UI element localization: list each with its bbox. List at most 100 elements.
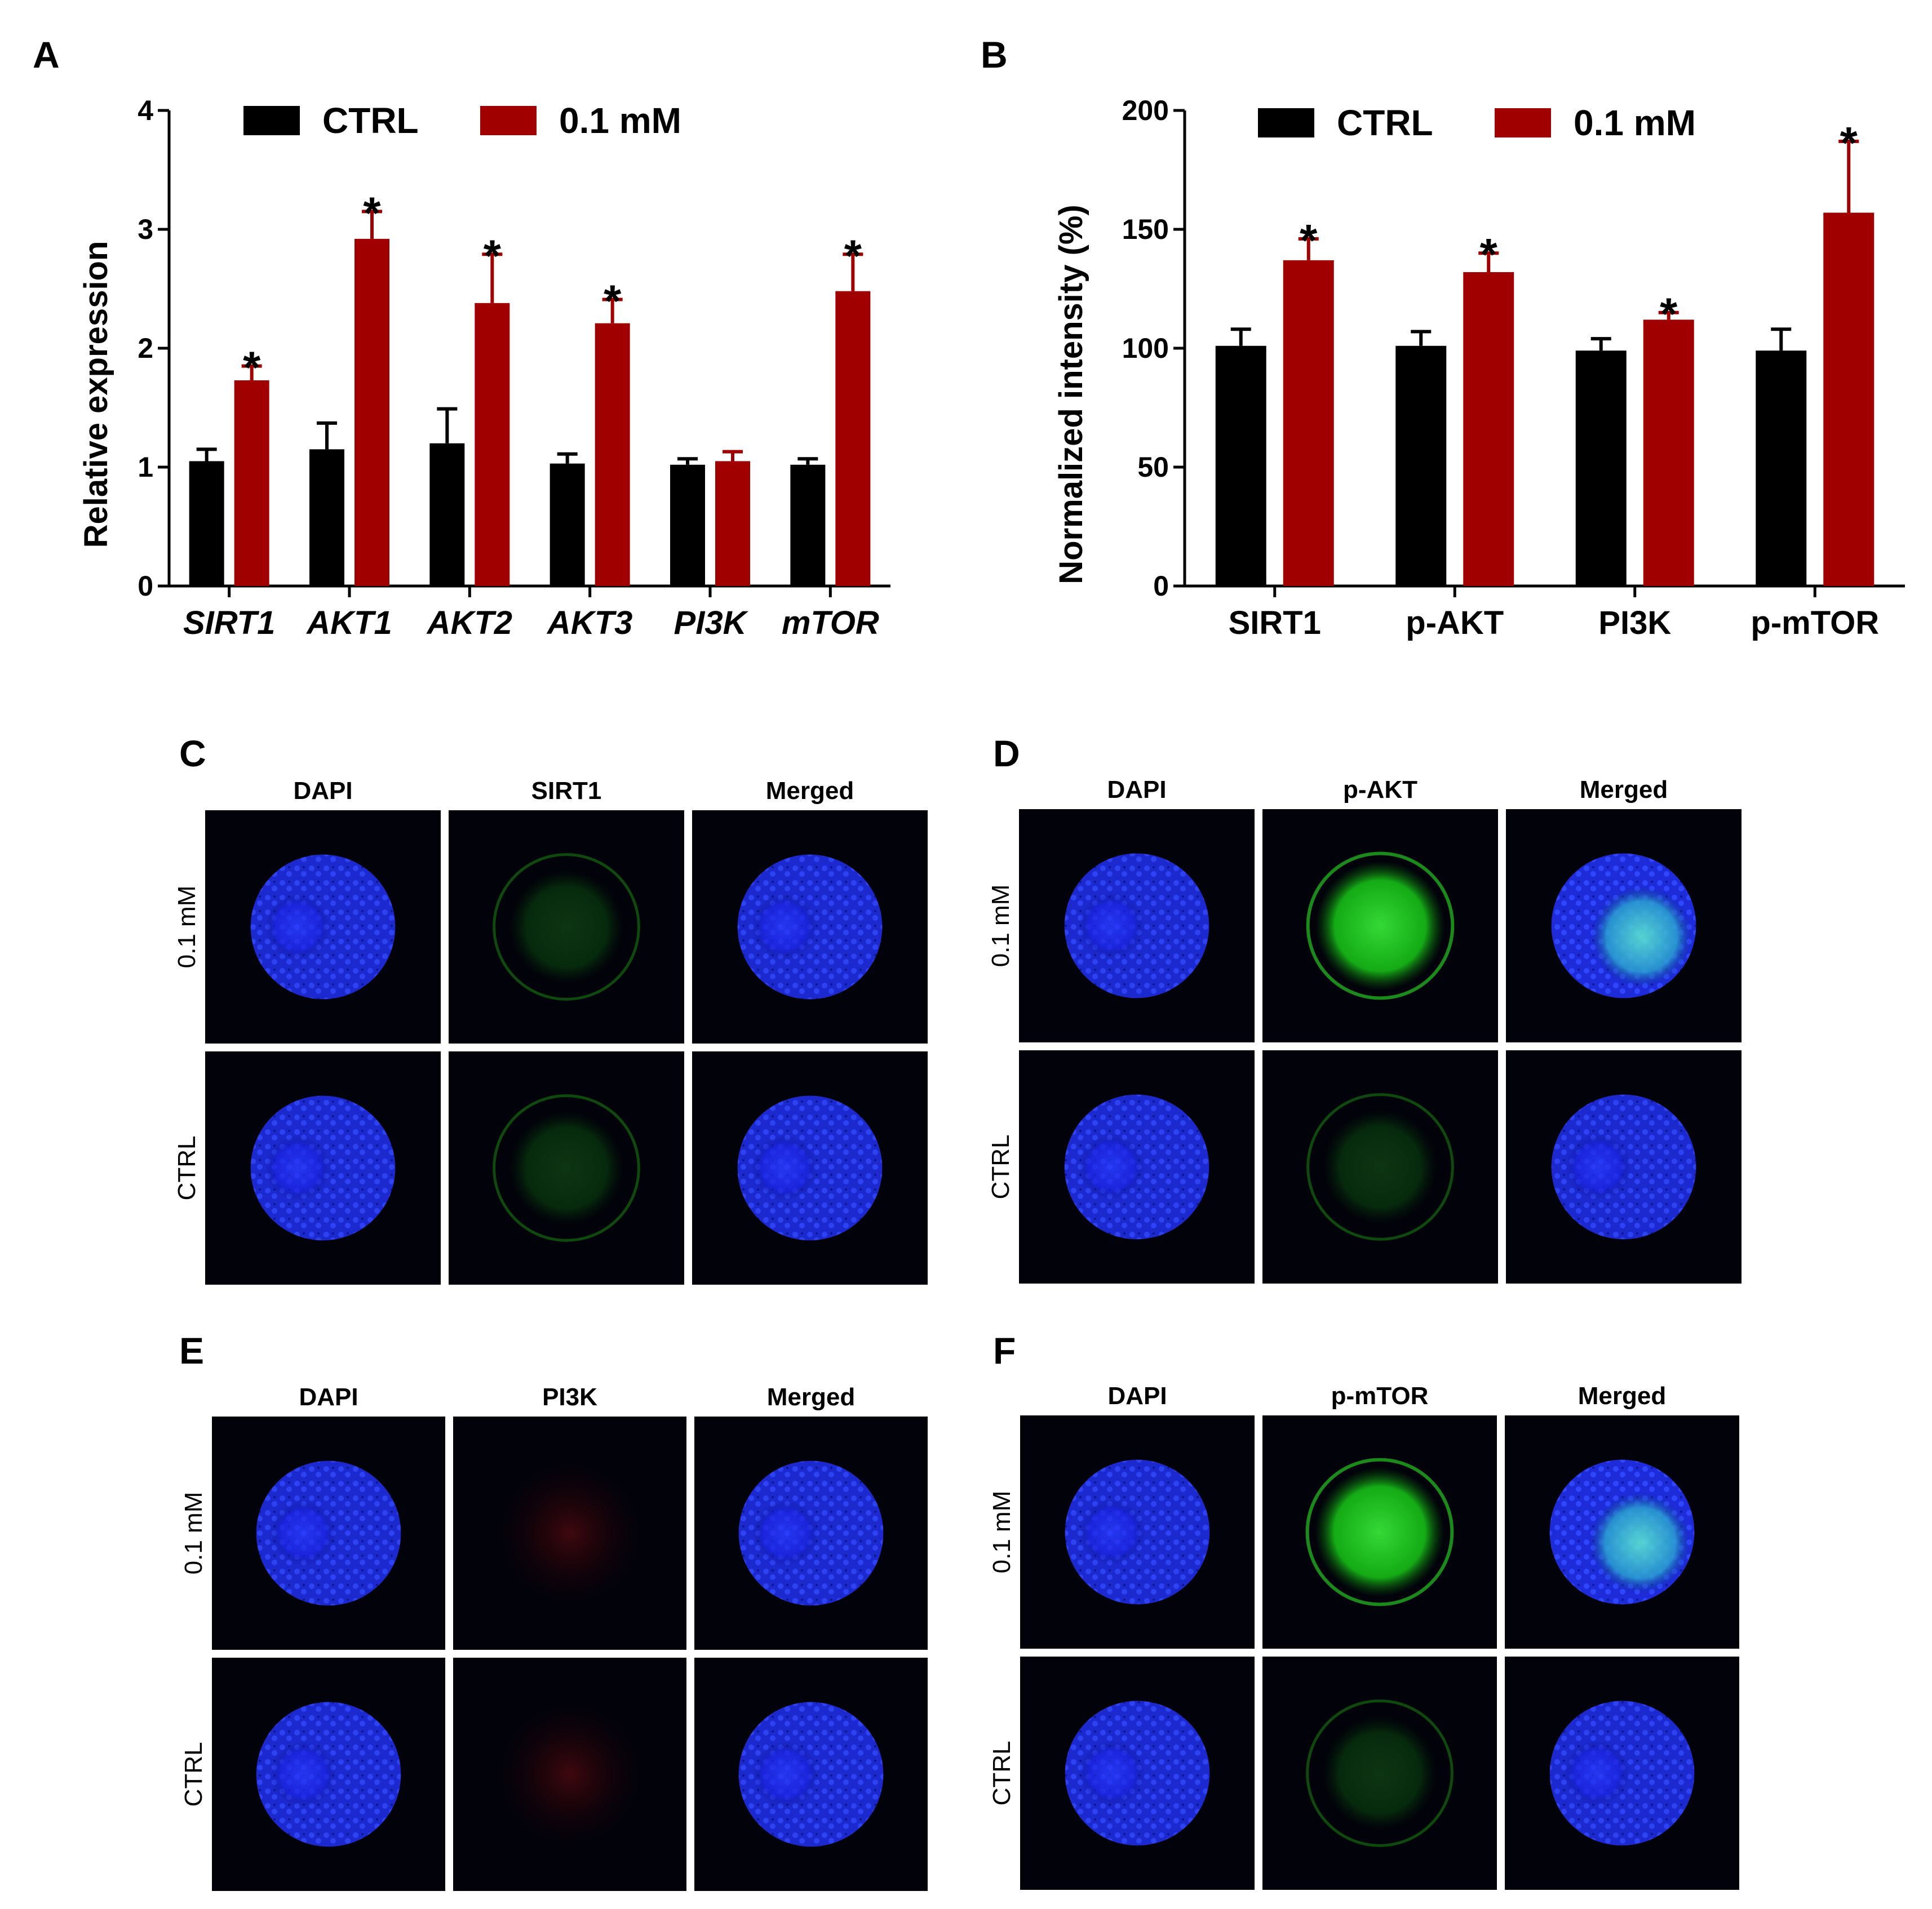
panel-letter: D bbox=[993, 732, 1020, 774]
micrograph-panel: F DAPI p-mTOR Merged 0.1 mM CTRL bbox=[988, 1330, 1739, 1890]
bar bbox=[429, 443, 465, 586]
micrograph-image bbox=[1505, 1415, 1739, 1649]
y-tick-label: 100 bbox=[1122, 332, 1169, 364]
significance-marker: * bbox=[1840, 118, 1858, 168]
significance-marker: * bbox=[1660, 289, 1678, 339]
micrograph-image bbox=[1506, 809, 1742, 1042]
y-axis-label: Relative expression bbox=[78, 241, 114, 548]
micrograph-image bbox=[1262, 1657, 1497, 1890]
micrograph-image bbox=[1262, 1415, 1497, 1649]
bar bbox=[1395, 345, 1447, 586]
legend-swatch bbox=[480, 106, 537, 135]
micrograph-image bbox=[1262, 1050, 1498, 1284]
y-tick-label: 1 bbox=[138, 451, 153, 483]
micrograph-image bbox=[453, 1658, 686, 1891]
cell-mass bbox=[265, 1135, 330, 1201]
legend-swatch bbox=[243, 106, 300, 135]
row-label: CTRL bbox=[173, 1136, 201, 1201]
column-header: p-AKT bbox=[1343, 776, 1417, 803]
cell-signal bbox=[1322, 1715, 1438, 1831]
legend-label: CTRL bbox=[1337, 103, 1433, 143]
column-header: DAPI bbox=[299, 1383, 358, 1411]
cell-signal bbox=[1314, 1467, 1445, 1597]
micrograph-image bbox=[1020, 1657, 1255, 1890]
significance-marker: * bbox=[844, 230, 862, 281]
bar bbox=[790, 464, 826, 586]
significance-marker: * bbox=[484, 230, 502, 281]
category-label: PI3K bbox=[674, 605, 749, 641]
y-tick-label: 2 bbox=[138, 332, 153, 364]
significance-marker: * bbox=[243, 343, 261, 393]
cell-mass bbox=[753, 1500, 818, 1566]
bar bbox=[1643, 319, 1694, 586]
y-axis-label: Normalized intensity (%) bbox=[1053, 205, 1089, 584]
bar bbox=[670, 464, 705, 586]
column-header: Merged bbox=[1580, 776, 1668, 803]
row-label: 0.1 mM bbox=[173, 886, 201, 969]
significance-marker: * bbox=[1300, 215, 1318, 265]
bar bbox=[355, 238, 389, 586]
bar-chart-b: 0 50 100 150 200 SIRT1 * p-AKT * PI3K * p-mTOR * CTRL… bbox=[1122, 95, 1905, 641]
cell-mass bbox=[1564, 1741, 1629, 1806]
column-header: SIRT1 bbox=[531, 777, 602, 805]
column-header: Merged bbox=[767, 1383, 855, 1411]
cell-outline bbox=[493, 853, 640, 1001]
micrograph-image bbox=[212, 1658, 445, 1891]
y-tick-label: 150 bbox=[1122, 214, 1169, 245]
micrograph-image bbox=[205, 810, 441, 1044]
bar bbox=[1215, 345, 1266, 586]
bar bbox=[309, 449, 344, 586]
column-header: DAPI bbox=[1107, 776, 1166, 803]
y-tick-label: 4 bbox=[138, 95, 153, 126]
category-label: AKT3 bbox=[546, 605, 632, 641]
cell-outline bbox=[1306, 1093, 1454, 1241]
y-tick-label: 0 bbox=[138, 570, 153, 602]
micrograph-image bbox=[449, 1051, 684, 1285]
bar bbox=[234, 380, 269, 586]
cell-signal bbox=[508, 1110, 624, 1226]
bar bbox=[1756, 350, 1807, 586]
row-label: CTRL bbox=[180, 1742, 207, 1807]
y-tick-label: 200 bbox=[1122, 95, 1169, 126]
panel-letter: B bbox=[981, 34, 1008, 76]
bar bbox=[1463, 272, 1514, 587]
cell-mass bbox=[1079, 893, 1144, 958]
cell-mass bbox=[265, 894, 330, 960]
micrograph-image bbox=[1019, 1050, 1255, 1284]
cell-mass bbox=[1079, 1499, 1145, 1565]
cell-mass bbox=[1079, 1741, 1145, 1806]
micrograph-image bbox=[1506, 1050, 1742, 1284]
legend-label: CTRL bbox=[322, 100, 419, 141]
bar bbox=[1823, 212, 1875, 587]
cell-outline bbox=[493, 1094, 640, 1242]
category-label: mTOR bbox=[782, 605, 879, 641]
panel-letter: E bbox=[179, 1330, 204, 1371]
legend-label: 0.1 mM bbox=[559, 100, 681, 141]
micrograph-image bbox=[212, 1417, 445, 1650]
cell-mass bbox=[753, 1742, 818, 1807]
panel-a: A Relative expression 0 1 2 3 4 SIRT1 * AKT1 * AK… bbox=[33, 34, 890, 641]
micrograph-image bbox=[1262, 809, 1498, 1042]
legend-swatch bbox=[1258, 108, 1314, 137]
bar bbox=[835, 291, 871, 586]
bar bbox=[595, 323, 630, 586]
column-header: Merged bbox=[1578, 1382, 1666, 1410]
cell-outline bbox=[1305, 1458, 1454, 1606]
y-tick-label: 50 bbox=[1137, 451, 1169, 483]
micrograph-image bbox=[453, 1417, 686, 1650]
cell-mass bbox=[271, 1500, 336, 1566]
bar-chart-a: 0 1 2 3 4 SIRT1 * AKT1 * AKT2 * AKT3 * PI3K mTOR * CTRL 0… bbox=[138, 95, 890, 641]
micrograph-image bbox=[205, 1051, 441, 1285]
category-label: AKT1 bbox=[305, 605, 392, 641]
row-label: 0.1 mM bbox=[180, 1492, 207, 1575]
column-header: PI3K bbox=[542, 1383, 597, 1411]
cell-mass bbox=[1566, 1134, 1631, 1200]
micrograph-image bbox=[1505, 1657, 1739, 1890]
micrograph-image bbox=[694, 1417, 928, 1650]
cell-outline bbox=[1306, 851, 1455, 1000]
legend-label: 0.1 mM bbox=[1574, 103, 1696, 143]
micrograph-panel: D DAPI p-AKT Merged 0.1 mM CTRL bbox=[987, 732, 1742, 1284]
column-header: p-mTOR bbox=[1331, 1382, 1429, 1410]
bar bbox=[1283, 260, 1334, 586]
category-label: PI3K bbox=[1598, 605, 1671, 641]
